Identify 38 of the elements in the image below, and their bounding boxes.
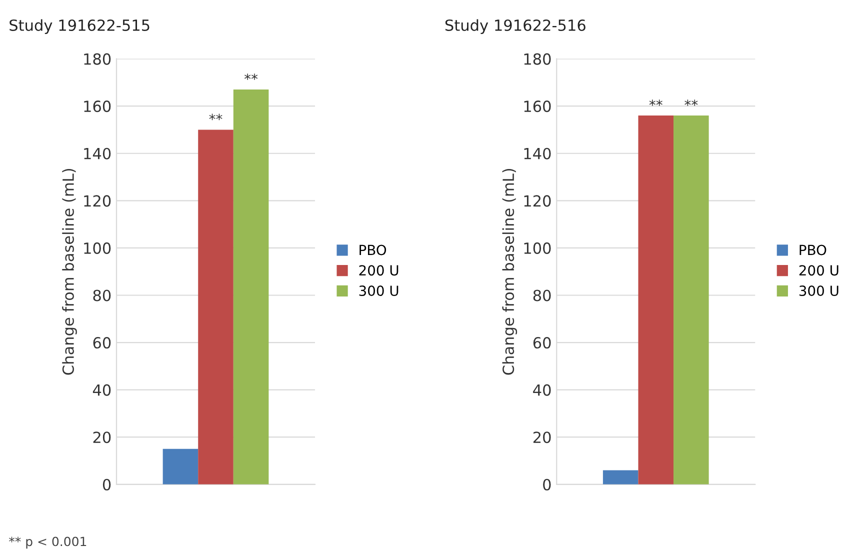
y-tick-label: 0 bbox=[102, 478, 111, 490]
y-tick-label: 180 bbox=[84, 53, 111, 65]
y-tick-label: 60 bbox=[533, 337, 551, 349]
y-tick-label: 80 bbox=[93, 290, 111, 302]
y-tick-label: 20 bbox=[533, 432, 551, 444]
bar bbox=[162, 448, 198, 484]
annotation: ** bbox=[649, 100, 662, 106]
y-tick-label: 0 bbox=[543, 478, 551, 490]
y-tick-label: 160 bbox=[524, 100, 551, 112]
y-tick-label: 140 bbox=[524, 148, 551, 160]
chart-title: Study 191622-515 bbox=[10, 19, 150, 34]
y-tick-label: 120 bbox=[524, 195, 551, 207]
chart-title: Study 191622-516 bbox=[445, 19, 586, 34]
y-tick-label: 100 bbox=[524, 242, 551, 254]
y-tick-label: 80 bbox=[533, 290, 551, 302]
y-tick-label: 40 bbox=[92, 384, 111, 396]
bar bbox=[233, 90, 269, 484]
y-tick-label: 40 bbox=[533, 384, 551, 396]
legend-label: 200 U bbox=[799, 265, 838, 276]
legend-label: PBO bbox=[800, 244, 826, 256]
y-tick-label: 20 bbox=[93, 432, 111, 444]
y-axis-title: Change from baseline (mL) bbox=[502, 168, 518, 375]
y-tick-label: 60 bbox=[93, 337, 111, 349]
bar bbox=[198, 130, 234, 484]
y-tick-label: 120 bbox=[84, 195, 111, 207]
legend-label: 300 U bbox=[799, 286, 838, 296]
y-tick-label: 140 bbox=[84, 148, 111, 160]
legend-label: 200 U bbox=[359, 265, 398, 276]
annotation: ** bbox=[244, 74, 258, 80]
text: ** p < 0.001 bbox=[9, 536, 86, 549]
y-tick-label: 180 bbox=[524, 53, 551, 65]
legend-label: PBO bbox=[360, 244, 386, 256]
legend-label: 300 U bbox=[359, 286, 398, 296]
y-axis-title: Change from baseline (mL) bbox=[62, 168, 77, 375]
annotation: ** bbox=[209, 114, 222, 120]
y-tick-label: 100 bbox=[84, 242, 111, 254]
annotation: ** bbox=[684, 100, 698, 106]
y-tick-label: 160 bbox=[84, 100, 111, 112]
